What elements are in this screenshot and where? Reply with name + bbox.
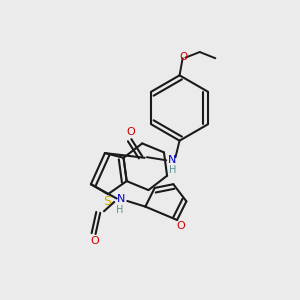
Text: O: O: [90, 236, 99, 246]
Text: H: H: [116, 205, 124, 215]
Text: O: O: [179, 52, 188, 62]
Text: H: H: [169, 165, 176, 175]
Text: N: N: [117, 194, 126, 204]
Text: O: O: [126, 127, 135, 137]
Text: N: N: [168, 155, 176, 165]
Text: O: O: [176, 220, 185, 231]
Text: S: S: [103, 194, 111, 208]
